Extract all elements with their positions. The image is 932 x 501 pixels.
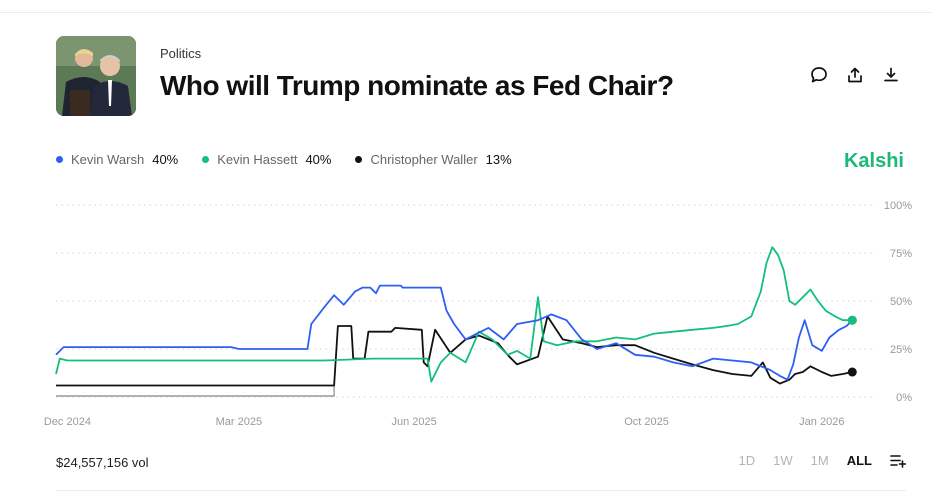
add-series-icon[interactable] (890, 454, 906, 468)
series-line-kevin-hassett (55, 246, 853, 383)
series-line-baseline (56, 385, 335, 397)
legend-item-hassett[interactable]: Kevin Hassett 40% (202, 152, 331, 167)
legend-value-warsh: 40% (152, 152, 179, 167)
market-thumbnail (56, 36, 136, 116)
chart-series (55, 246, 853, 397)
market-actions (810, 66, 900, 84)
market-header: Politics Who will Trump nominate as Fed … (56, 36, 906, 116)
x-tick-label: Mar 2025 (216, 416, 262, 428)
price-history-chart[interactable]: 0% 25% 50% 75% 100% Dec 2024 Mar 2025 Jun 2025… (0, 190, 932, 440)
market-title: Who will Trump nominate as Fed Chair? (160, 70, 674, 101)
x-tick-label: Dec 2024 (44, 416, 91, 428)
range-1w[interactable]: 1W (773, 453, 793, 468)
legend-value-hassett: 40% (305, 152, 332, 167)
series-line-christopher-waller (56, 315, 853, 387)
y-axis-labels: 0% 25% 50% 75% 100% (884, 200, 912, 404)
range-selector: 1D 1W 1M ALL (739, 453, 906, 468)
range-1m[interactable]: 1M (810, 453, 829, 468)
legend-dot-warsh (56, 156, 63, 163)
end-dot-kevin-hassett (847, 315, 857, 325)
legend-name-hassett: Kevin Hassett (217, 152, 298, 167)
kalshi-logo[interactable]: Kalshi (843, 150, 904, 172)
bottom-divider (56, 490, 906, 491)
chart-end-dots (847, 315, 857, 377)
volume-label: $24,557,156 vol (56, 455, 149, 470)
share-icon[interactable] (846, 66, 864, 84)
chart-footer: $24,557,156 vol 1D 1W 1M ALL (56, 453, 906, 473)
x-tick-label: Jun 2025 (392, 416, 437, 428)
x-tick-label: Jan 2026 (799, 416, 844, 428)
y-tick-label: 0% (896, 392, 912, 404)
comment-icon[interactable] (810, 66, 828, 84)
legend-name-warsh: Kevin Warsh (71, 152, 145, 167)
download-icon[interactable] (882, 66, 900, 84)
chart-grid (56, 204, 876, 398)
y-tick-label: 50% (890, 296, 912, 308)
series-line-kevin-warsh (55, 284, 853, 381)
range-all[interactable]: ALL (846, 453, 872, 468)
legend-dot-hassett (202, 156, 210, 163)
y-tick-label: 100% (884, 200, 912, 212)
legend-value-waller: 13% (485, 152, 512, 167)
x-tick-label: Oct 2025 (624, 416, 669, 428)
y-tick-label: 75% (890, 248, 912, 260)
legend-item-warsh[interactable]: Kevin Warsh 40% (56, 152, 178, 167)
market-thumbnail-image (56, 36, 136, 116)
legend-name-waller: Christopher Waller (370, 152, 478, 167)
x-axis-labels: Dec 2024 Mar 2025 Jun 2025 Oct 2025 Jan 2026 (44, 416, 845, 428)
legend-dot-waller (355, 156, 363, 163)
range-1d[interactable]: 1D (738, 453, 756, 468)
market-category[interactable]: Politics (160, 46, 202, 61)
end-dot-christopher-waller (847, 367, 857, 377)
legend-item-waller[interactable]: Christopher Waller 13% (355, 152, 512, 167)
top-divider (0, 12, 932, 13)
y-tick-label: 25% (890, 344, 912, 356)
chart-legend: Kevin Warsh 40% Kevin Hassett 40% Christ… (56, 152, 512, 167)
